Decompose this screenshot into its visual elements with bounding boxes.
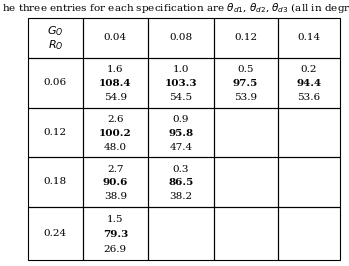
Text: 90.6: 90.6	[103, 178, 128, 188]
Text: 108.4: 108.4	[99, 79, 132, 88]
Text: 79.3: 79.3	[103, 230, 128, 239]
Text: 0.5: 0.5	[237, 65, 254, 74]
Text: 100.2: 100.2	[99, 129, 132, 138]
Bar	[148, 107, 214, 157]
Text: 48.0: 48.0	[104, 143, 127, 152]
Text: 1.0: 1.0	[173, 65, 189, 74]
Bar	[83, 107, 148, 157]
Bar	[277, 18, 340, 58]
Bar	[83, 18, 148, 58]
Text: 2.6: 2.6	[107, 115, 124, 124]
Text: 26.9: 26.9	[104, 245, 127, 254]
Bar	[83, 58, 148, 107]
Bar	[28, 107, 83, 157]
Text: 95.8: 95.8	[168, 129, 193, 138]
Bar	[28, 207, 83, 260]
Bar	[277, 157, 340, 207]
Text: 0.04: 0.04	[104, 34, 127, 43]
Bar	[214, 18, 277, 58]
Text: 38.9: 38.9	[104, 192, 127, 201]
Bar	[277, 107, 340, 157]
Bar	[214, 58, 277, 107]
Text: 0.2: 0.2	[300, 65, 317, 74]
Text: he three entries for each specification are $\theta_{d1}$, $\theta_{d2}$, $\thet: he three entries for each specification …	[2, 1, 349, 15]
Bar	[214, 157, 277, 207]
Text: 0.12: 0.12	[234, 34, 257, 43]
Text: 0.3: 0.3	[173, 165, 189, 173]
Bar	[148, 207, 214, 260]
Text: 86.5: 86.5	[168, 178, 193, 188]
Bar	[148, 18, 214, 58]
Bar	[277, 207, 340, 260]
Bar	[214, 207, 277, 260]
Text: 1.5: 1.5	[107, 215, 124, 224]
Text: 103.3: 103.3	[165, 79, 197, 88]
Text: $R_O$: $R_O$	[47, 38, 63, 52]
Text: 0.06: 0.06	[44, 78, 67, 87]
Text: 1.6: 1.6	[107, 65, 124, 74]
Text: 54.5: 54.5	[169, 93, 192, 102]
Bar	[28, 58, 83, 107]
Text: 53.9: 53.9	[234, 93, 257, 102]
Bar	[214, 107, 277, 157]
Bar	[83, 157, 148, 207]
Bar	[277, 58, 340, 107]
Text: 0.14: 0.14	[297, 34, 320, 43]
Text: 53.6: 53.6	[297, 93, 320, 102]
Text: 0.9: 0.9	[173, 115, 189, 124]
Text: 0.08: 0.08	[169, 34, 192, 43]
Text: 94.4: 94.4	[296, 79, 321, 88]
Text: 38.2: 38.2	[169, 192, 192, 201]
Text: 2.7: 2.7	[107, 165, 124, 173]
Bar	[148, 157, 214, 207]
Text: 47.4: 47.4	[169, 143, 192, 152]
Bar	[28, 157, 83, 207]
Text: 54.9: 54.9	[104, 93, 127, 102]
Bar	[28, 18, 83, 58]
Bar	[83, 207, 148, 260]
Text: 0.24: 0.24	[44, 229, 67, 238]
Text: 97.5: 97.5	[233, 79, 258, 88]
Text: 0.18: 0.18	[44, 177, 67, 186]
Bar	[148, 58, 214, 107]
Text: 0.12: 0.12	[44, 128, 67, 137]
Text: $G_O$: $G_O$	[47, 24, 64, 38]
